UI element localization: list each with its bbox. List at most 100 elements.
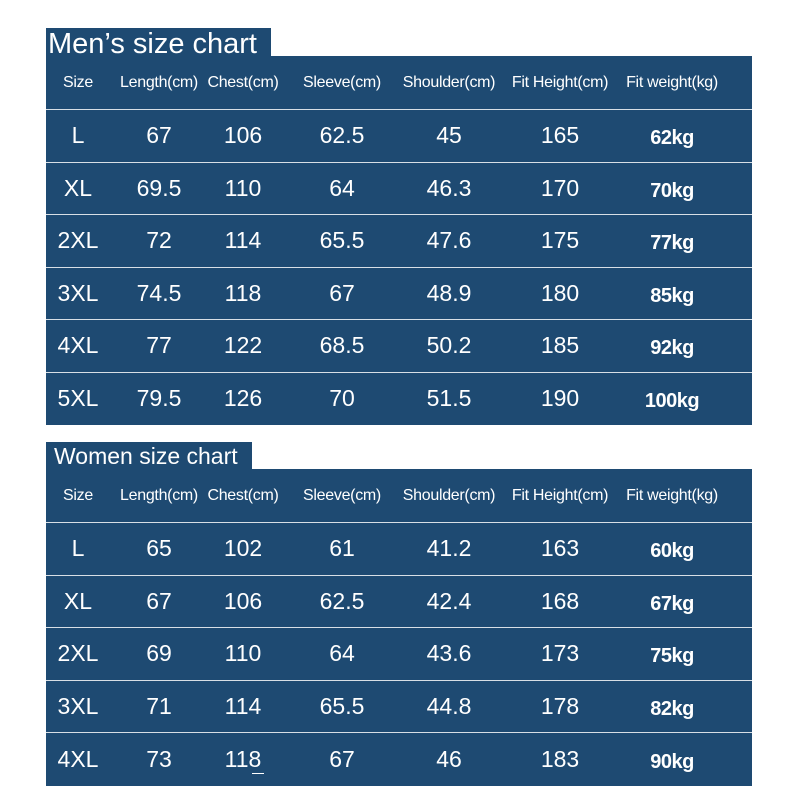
column-header: Chest(cm) <box>207 73 279 91</box>
table-cell: 64 <box>329 174 355 201</box>
table-cell: 178 <box>540 692 580 719</box>
table-cell: 60kg <box>650 540 694 563</box>
column-header: Size <box>63 73 93 91</box>
table-cell: 46.3 <box>426 174 472 201</box>
table-cell: 62kg <box>650 127 694 150</box>
table-cell: 5XL <box>57 385 99 412</box>
table-cell: 44.8 <box>426 692 472 719</box>
column-header: Shoulder(cm) <box>402 73 496 91</box>
table-cell: 190 <box>540 385 580 412</box>
table-cell: 100kg <box>644 390 700 413</box>
table-cell: 126 <box>223 385 263 412</box>
table-cell: 180 <box>540 279 580 306</box>
table-cell: 73 <box>146 745 172 772</box>
table-cell: 42.4 <box>426 587 472 614</box>
table-cell: 79.5 <box>136 385 182 412</box>
table-cell: 82kg <box>650 697 694 720</box>
table-cell: 70 <box>329 385 355 412</box>
table-cell: 67kg <box>650 592 694 615</box>
table-row: 2XL 72 114 65.5 47.6 175 77kg <box>46 215 752 268</box>
table-cell: 45 <box>436 122 462 149</box>
mens-size-table: Size Length(cm) Chest(cm) Sleeve(cm) Shoulde… <box>46 56 752 425</box>
table-cell: XL <box>63 174 93 201</box>
table-cell: 163 <box>540 535 580 562</box>
table-cell: 77 <box>146 332 172 359</box>
column-header: Length(cm) <box>120 73 198 91</box>
column-header: Fit Height(cm) <box>511 73 609 91</box>
table-cell: 69.5 <box>136 174 182 201</box>
table-cell: 50.2 <box>426 332 472 359</box>
table-cell: 65.5 <box>319 227 365 254</box>
table-cell: 118 <box>224 279 262 306</box>
table-cell: 43.6 <box>426 640 472 667</box>
table-row: XL 69.5 110 64 46.3 170 70kg <box>46 163 752 215</box>
table-cell: 173 <box>540 640 580 667</box>
column-header: Shoulder(cm) <box>402 486 496 504</box>
table-row: 3XL 71 114 65.5 44.8 178 82kg <box>46 681 752 733</box>
table-cell: 67 <box>146 122 172 149</box>
table-cell: 62.5 <box>319 122 365 149</box>
table-cell: 75kg <box>650 645 694 668</box>
column-header: Chest(cm) <box>207 486 279 504</box>
table-cell: 68.5 <box>319 332 365 359</box>
table-cell: 3XL <box>57 279 99 306</box>
table-cell: 72 <box>146 227 172 254</box>
table-cell: 67 <box>146 587 172 614</box>
table-row: 4XL 73 118 67 46 183 90kg <box>46 733 752 786</box>
table-cell: XL <box>63 587 93 614</box>
table-cell: 61 <box>329 535 355 562</box>
table-row: L 67 106 62.5 45 165 62kg <box>46 110 752 163</box>
mens-chart-title: Men’s size chart <box>46 28 271 60</box>
table-cell: 4XL <box>57 332 99 359</box>
header-row: Size Length(cm) Chest(cm) Sleeve(cm) Shoulde… <box>46 469 752 523</box>
table-row: XL 67 106 62.5 42.4 168 67kg <box>46 576 752 628</box>
table-cell: 65 <box>146 535 172 562</box>
table-cell: 67 <box>329 279 355 306</box>
table-cell: 106 <box>223 587 263 614</box>
column-header: Length(cm) <box>120 486 198 504</box>
table-row: 3XL 74.5 118 67 48.9 180 85kg <box>46 268 752 320</box>
table-cell: 170 <box>540 174 580 201</box>
table-cell: 64 <box>329 640 355 667</box>
column-header: Size <box>63 486 93 504</box>
table-cell: 118 <box>224 745 262 772</box>
table-cell: L <box>71 122 85 149</box>
table-row: 2XL 69 110 64 43.6 173 75kg <box>46 628 752 681</box>
table-cell: 2XL <box>57 640 99 667</box>
table-cell: 41.2 <box>426 535 472 562</box>
table-cell: 183 <box>540 745 580 772</box>
underscore-mark <box>252 773 264 774</box>
column-header: Sleeve(cm) <box>303 73 381 91</box>
table-cell: 110 <box>224 640 262 667</box>
table-row: 5XL 79.5 126 70 51.5 190 100kg <box>46 373 752 426</box>
womens-size-table: Size Length(cm) Chest(cm) Sleeve(cm) Shoulde… <box>46 469 752 786</box>
table-cell: 175 <box>540 227 580 254</box>
womens-chart-title: Women size chart <box>46 442 252 470</box>
table-cell: 165 <box>540 122 580 149</box>
table-cell: 114 <box>224 227 262 254</box>
table-row: L 65 102 61 41.2 163 60kg <box>46 523 752 576</box>
table-cell: 102 <box>223 535 263 562</box>
column-header: Sleeve(cm) <box>303 486 381 504</box>
table-cell: 3XL <box>57 692 99 719</box>
table-cell: 71 <box>146 692 172 719</box>
table-cell: 48.9 <box>426 279 472 306</box>
table-cell: 65.5 <box>319 692 365 719</box>
table-cell: 51.5 <box>426 385 472 412</box>
table-cell: 185 <box>540 332 580 359</box>
column-header: Fit Height(cm) <box>511 486 609 504</box>
table-cell: 90kg <box>650 750 694 773</box>
column-header: Fit weight(kg) <box>626 73 718 91</box>
table-row: 4XL 77 122 68.5 50.2 185 92kg <box>46 320 752 373</box>
table-cell: 69 <box>146 640 172 667</box>
table-cell: 110 <box>224 174 262 201</box>
table-cell: 46 <box>436 745 462 772</box>
table-cell: 70kg <box>650 179 694 202</box>
table-cell: L <box>71 535 85 562</box>
table-cell: 74.5 <box>136 279 182 306</box>
table-cell: 122 <box>223 332 263 359</box>
table-cell: 4XL <box>57 745 99 772</box>
header-row: Size Length(cm) Chest(cm) Sleeve(cm) Shoulde… <box>46 56 752 110</box>
table-cell: 47.6 <box>426 227 472 254</box>
table-cell: 92kg <box>650 337 694 360</box>
